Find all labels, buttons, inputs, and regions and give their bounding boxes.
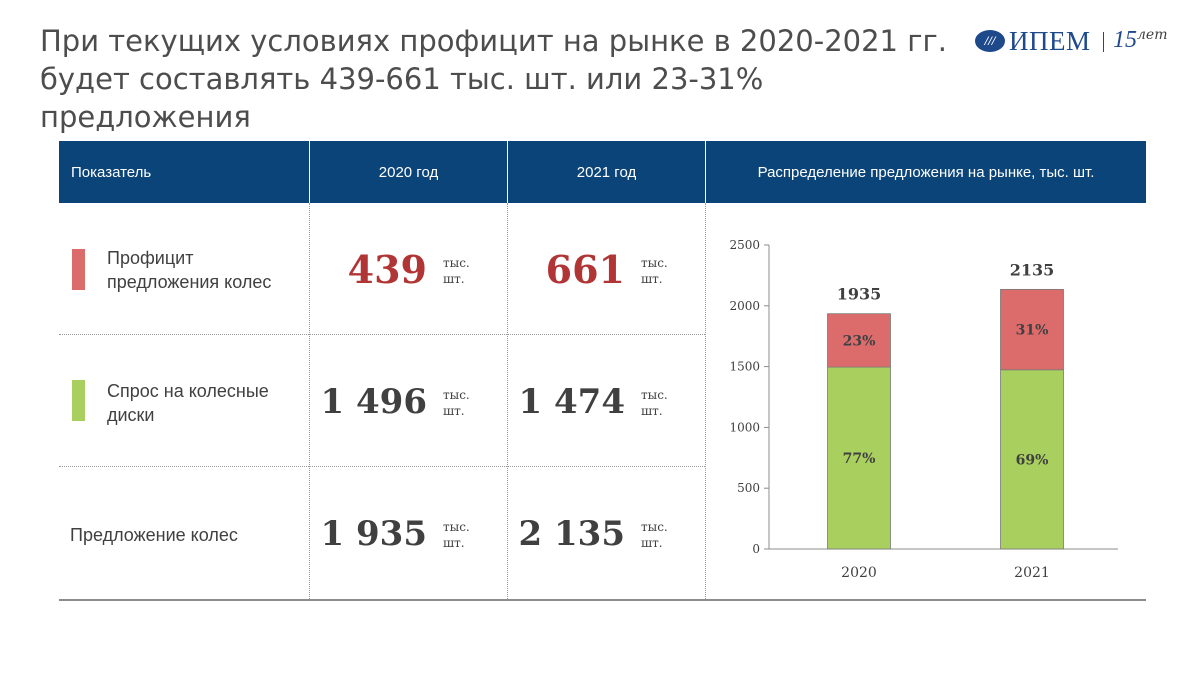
logo-years-unit: лет xyxy=(1137,27,1168,43)
header-2020: 2020 год xyxy=(310,141,507,203)
row-divider xyxy=(59,466,705,467)
y-tick-label: 1500 xyxy=(729,360,760,374)
bar-segment-demand xyxy=(827,366,891,550)
row-label-supply: Предложение колес xyxy=(70,525,238,545)
unit-line-2: шт. xyxy=(443,272,465,286)
row-label-surplus: Профицит предложения колес xyxy=(107,248,272,292)
y-tick-label: 0 xyxy=(752,542,760,556)
data-label-percent: 77% xyxy=(843,451,876,467)
unit-line-1: тыс. xyxy=(641,520,668,534)
demand-2020-value: 1 496 xyxy=(320,382,427,422)
logo-name: ИПЕМ xyxy=(1009,26,1091,56)
unit-label: тыс. шт. xyxy=(443,387,483,419)
row-divider xyxy=(59,334,705,335)
unit-line-2: шт. xyxy=(641,404,663,418)
column-divider xyxy=(705,203,706,601)
data-label-total: 2135 xyxy=(1010,260,1055,279)
supply-2020-value: 1 935 xyxy=(320,514,427,554)
bar-segment-surplus xyxy=(827,313,891,368)
unit-label: тыс. шт. xyxy=(641,519,681,551)
logo-years: 15 лет xyxy=(1113,27,1167,54)
supply-2021-value: 2 135 xyxy=(518,514,625,554)
summary-table: Показатель 2020 год 2021 год Распределен… xyxy=(59,141,1146,601)
header-2021: 2021 год xyxy=(508,141,705,203)
page-title: При текущих условиях профицит на рынке в… xyxy=(40,24,947,134)
row-label-demand: Спрос на колесные диски xyxy=(107,381,269,425)
bar-segment-surplus xyxy=(1000,288,1064,371)
surplus-2021-value: 661 xyxy=(545,247,625,292)
column-divider xyxy=(507,203,508,601)
unit-label: тыс. шт. xyxy=(443,255,483,287)
unit-line-2: шт. xyxy=(641,536,663,550)
unit-label: тыс. шт. xyxy=(641,255,681,287)
x-tick-label: 2021 xyxy=(1014,565,1050,581)
column-divider xyxy=(309,203,310,601)
data-label-percent: 69% xyxy=(1016,452,1049,468)
surplus-2020-value: 439 xyxy=(347,247,427,292)
y-tick-label: 2500 xyxy=(729,238,760,252)
unit-line-2: шт. xyxy=(443,536,465,550)
x-tick-label: 2020 xyxy=(841,565,877,581)
logo-divider xyxy=(1103,32,1104,52)
bar-segment-demand xyxy=(1000,369,1064,550)
header-indicator: Показатель xyxy=(59,141,309,203)
y-tick-label: 500 xyxy=(737,481,760,495)
unit-line-1: тыс. xyxy=(443,520,470,534)
unit-line-1: тыс. xyxy=(641,256,668,270)
demand-2021-value: 1 474 xyxy=(518,382,625,422)
data-label-percent: 23% xyxy=(843,333,876,349)
unit-label: тыс. шт. xyxy=(641,387,681,419)
unit-line-2: шт. xyxy=(641,272,663,286)
surplus-swatch xyxy=(72,249,85,290)
unit-label: тыс. шт. xyxy=(443,519,483,551)
header-distribution: Распределение предложения на рынке, тыс.… xyxy=(706,141,1146,203)
data-label-total: 1935 xyxy=(837,285,882,304)
unit-line-1: тыс. xyxy=(443,256,470,270)
y-tick-label: 2000 xyxy=(729,299,760,313)
ipem-emblem-icon: /// xyxy=(975,30,1005,52)
logo-years-number: 15 xyxy=(1113,27,1137,53)
ipem-logo: /// ИПЕМ 15 лет xyxy=(975,24,1175,64)
y-tick-label: 1000 xyxy=(729,420,760,434)
unit-line-1: тыс. xyxy=(641,388,668,402)
data-label-percent: 31% xyxy=(1016,323,1049,339)
unit-line-2: шт. xyxy=(443,404,465,418)
table-bottom-rule xyxy=(59,599,1146,601)
demand-swatch xyxy=(72,380,85,421)
unit-line-1: тыс. xyxy=(443,388,470,402)
